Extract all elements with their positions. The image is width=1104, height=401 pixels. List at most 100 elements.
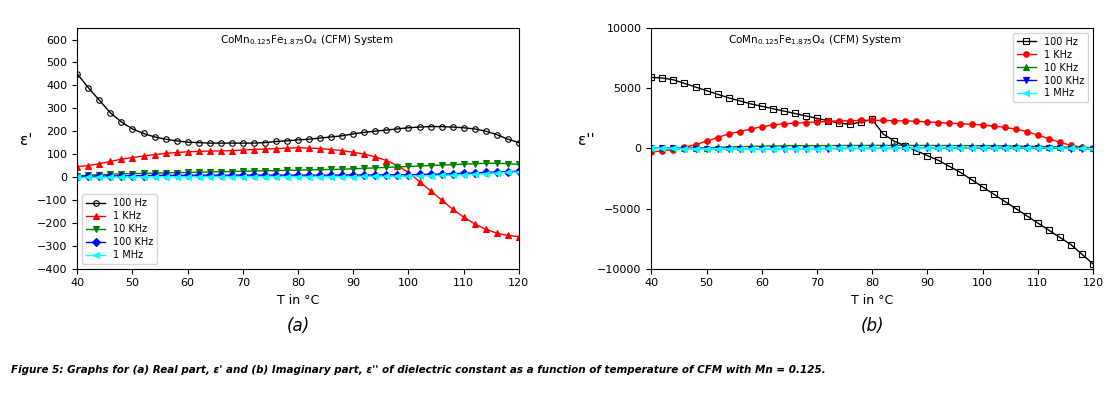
100 KHz [954, 146, 967, 150]
1 KHz [788, 121, 802, 126]
100 Hz [148, 134, 161, 139]
1 KHz [512, 234, 526, 239]
1 KHz [854, 118, 868, 123]
10 KHz [843, 143, 857, 148]
1 KHz [832, 119, 846, 124]
1 MHz [976, 146, 989, 150]
1 MHz [457, 172, 470, 177]
100 KHz [1064, 146, 1078, 151]
1 KHz [766, 123, 779, 128]
1 MHz [877, 146, 890, 151]
1 MHz [678, 146, 691, 151]
1 KHz [347, 150, 360, 155]
10 KHz [512, 162, 526, 167]
100 KHz [258, 173, 272, 178]
100 Hz [954, 170, 967, 175]
1 MHz [446, 173, 459, 178]
10 KHz [700, 146, 713, 150]
100 KHz [380, 172, 393, 177]
10 KHz [766, 144, 779, 148]
10 KHz [435, 163, 448, 168]
100 KHz [843, 146, 857, 151]
1 KHz [943, 121, 956, 126]
1 KHz [1042, 136, 1055, 141]
100 Hz [137, 131, 150, 136]
1 KHz [877, 118, 890, 123]
100 KHz [159, 173, 172, 178]
100 Hz [744, 101, 757, 106]
1 MHz [247, 174, 261, 179]
1 KHz [1075, 145, 1089, 150]
10 KHz [755, 144, 768, 149]
100 KHz [832, 146, 846, 151]
1 MHz [888, 146, 901, 151]
10 KHz [722, 145, 735, 150]
10 KHz [203, 170, 216, 174]
100 KHz [921, 146, 934, 151]
100 KHz [247, 173, 261, 178]
Y-axis label: ε': ε' [20, 134, 32, 148]
1 KHz [689, 142, 702, 147]
10 KHz [888, 143, 901, 148]
1 MHz [1009, 146, 1022, 150]
Legend: 100 Hz, 1 KHz, 10 KHz, 100 KHz, 1 MHz: 100 Hz, 1 KHz, 10 KHz, 100 KHz, 1 MHz [82, 194, 158, 264]
1 KHz [645, 150, 658, 154]
100 Hz [203, 141, 216, 146]
100 KHz [777, 146, 790, 151]
100 Hz [733, 98, 746, 103]
1 MHz [645, 146, 658, 151]
1 KHz [170, 150, 183, 155]
10 KHz [987, 144, 1000, 148]
10 KHz [446, 162, 459, 167]
1 MHz [766, 146, 779, 151]
10 KHz [93, 172, 106, 177]
10 KHz [976, 143, 989, 148]
1 KHz [457, 215, 470, 219]
1 KHz [104, 159, 117, 164]
10 KHz [258, 168, 272, 173]
10 KHz [501, 161, 514, 166]
100 KHz [689, 146, 702, 151]
100 KHz [998, 146, 1011, 150]
1 KHz [115, 157, 128, 162]
1 KHz [965, 122, 978, 127]
100 Hz [987, 192, 1000, 196]
100 KHz [82, 174, 95, 179]
1 MHz [501, 170, 514, 175]
1 MHz [170, 174, 183, 179]
100 Hz [93, 98, 106, 103]
1 KHz [225, 148, 238, 153]
100 KHz [104, 174, 117, 178]
100 Hz [258, 140, 272, 145]
100 Hz [280, 138, 294, 143]
1 MHz [744, 146, 757, 151]
1 MHz [181, 174, 194, 179]
1 MHz [1086, 146, 1100, 151]
10 KHz [391, 164, 404, 169]
100 Hz [689, 85, 702, 89]
1 MHz [1075, 146, 1089, 151]
100 KHz [877, 146, 890, 151]
1 MHz [214, 174, 227, 179]
100 Hz [457, 126, 470, 130]
100 KHz [788, 146, 802, 151]
100 KHz [821, 146, 835, 151]
100 Hz [788, 111, 802, 116]
1 MHz [104, 175, 117, 180]
100 KHz [93, 174, 106, 178]
10 KHz [711, 145, 724, 150]
100 Hz [424, 124, 437, 129]
1 KHz [910, 119, 923, 124]
1 MHz [369, 174, 382, 179]
10 KHz [247, 169, 261, 174]
1 KHz [490, 231, 503, 235]
100 KHz [291, 173, 305, 178]
1 KHz [888, 118, 901, 123]
100 Hz [1042, 228, 1055, 233]
100 KHz [269, 173, 283, 178]
1 KHz [148, 152, 161, 157]
10 KHz [402, 164, 415, 169]
Line: 100 KHz: 100 KHz [648, 145, 1096, 152]
1 MHz [821, 146, 835, 151]
1 MHz [380, 174, 393, 179]
